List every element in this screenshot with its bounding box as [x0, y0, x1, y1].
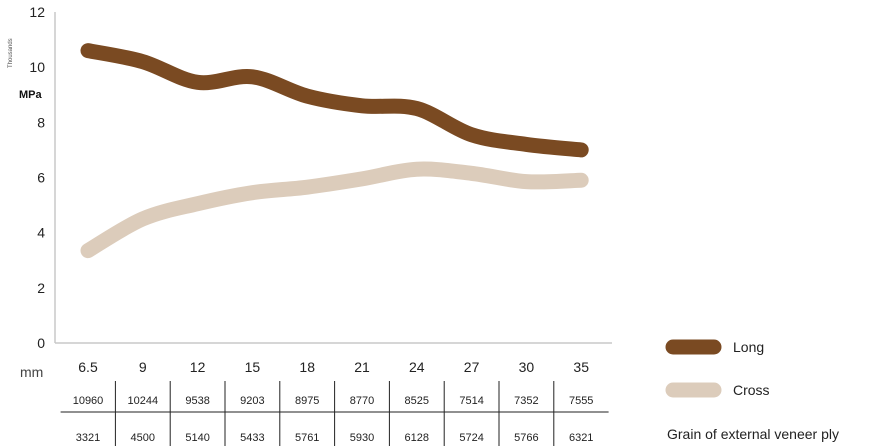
table-cell: 8770 [350, 395, 374, 407]
y-unit-multiplier: Thousands [8, 38, 14, 68]
table-cell: 7555 [569, 395, 593, 407]
x-tick-label: 30 [519, 359, 535, 375]
y-tick-label: 2 [37, 280, 45, 296]
legend-label-cross: Cross [733, 382, 770, 398]
y-tick-label: 6 [37, 170, 45, 186]
table-cell: 7514 [459, 395, 483, 407]
table-cell: 5140 [185, 432, 209, 444]
table-cell: 5761 [295, 432, 319, 444]
x-tick-label: 12 [190, 359, 206, 375]
table-cell: 5766 [514, 432, 538, 444]
table-cell: 5724 [459, 432, 483, 444]
table-cell: 6321 [569, 432, 593, 444]
table-cell: 5930 [350, 432, 374, 444]
table-cell: 10244 [128, 395, 159, 407]
table-cell: 4500 [131, 432, 155, 444]
table-cell: 3321 [76, 432, 100, 444]
x-tick-label: 24 [409, 359, 425, 375]
x-tick-label: 27 [464, 359, 480, 375]
table-cell: 8975 [295, 395, 319, 407]
x-tick-label: 18 [299, 359, 315, 375]
caption: Grain of external veneer ply [667, 426, 839, 442]
x-tick-label: 9 [139, 359, 147, 375]
table-cell: 9203 [240, 395, 264, 407]
x-tick-label: 6.5 [78, 359, 98, 375]
table-cell: 5433 [240, 432, 264, 444]
table-cell: 7352 [514, 395, 538, 407]
legend-label-long: Long [733, 339, 764, 355]
x-axis-unit: mm [20, 364, 43, 380]
x-tick-label: 35 [573, 359, 589, 375]
y-tick-label: 10 [29, 59, 45, 75]
y-tick-label: 12 [29, 4, 45, 20]
x-tick-label: 15 [245, 359, 261, 375]
series-line-long [80, 43, 589, 158]
table-cell: 6128 [405, 432, 429, 444]
y-tick-label: 4 [37, 225, 45, 241]
series-line-cross [80, 161, 589, 259]
table-cell: 8525 [405, 395, 429, 407]
y-axis-label: MPa [19, 89, 43, 101]
y-tick-label: 0 [37, 335, 45, 351]
x-tick-label: 21 [354, 359, 370, 375]
y-tick-label: 8 [37, 114, 45, 130]
table-cell: 10960 [73, 395, 104, 407]
table-cell: 9538 [185, 395, 209, 407]
